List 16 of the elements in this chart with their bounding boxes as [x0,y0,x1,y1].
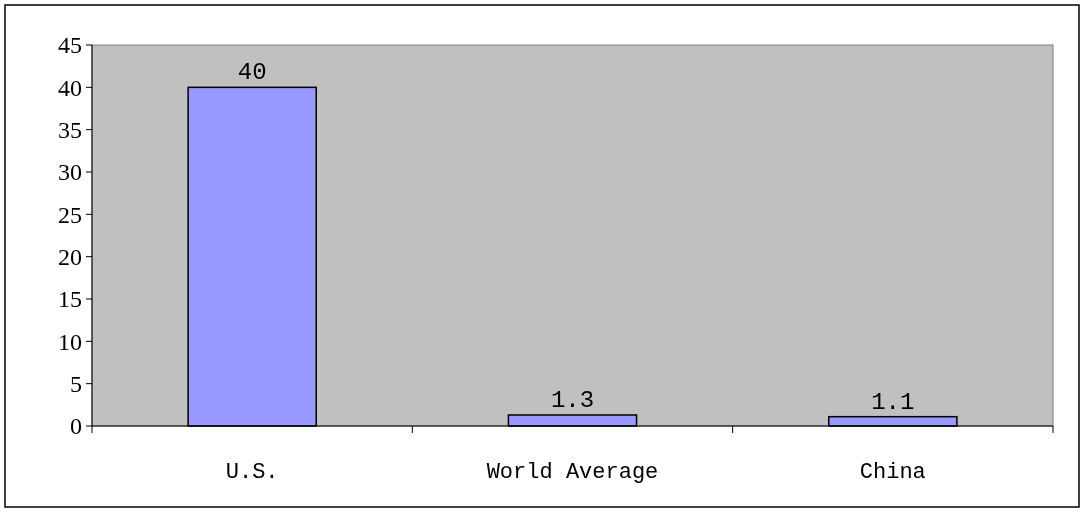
data-label: 40 [237,59,267,87]
x-tick-label: World Average [486,460,659,485]
y-tick-label: 10 [58,328,82,355]
y-tick-label: 5 [70,371,82,398]
y-tick-label: 0 [70,413,82,440]
y-tick-label: 45 [58,32,82,59]
x-tick-label: China [859,460,926,485]
y-tick-label: 15 [58,286,82,313]
y-tick-label: 30 [58,159,82,186]
x-tick-label: U.S. [225,460,279,485]
y-tick-label: 25 [58,201,82,228]
data-label: 1.3 [550,386,595,414]
data-label: 1.1 [871,388,915,416]
y-tick-label: 35 [58,117,82,144]
y-tick-label: 20 [58,244,82,271]
y-tick-label: 40 [58,74,82,101]
